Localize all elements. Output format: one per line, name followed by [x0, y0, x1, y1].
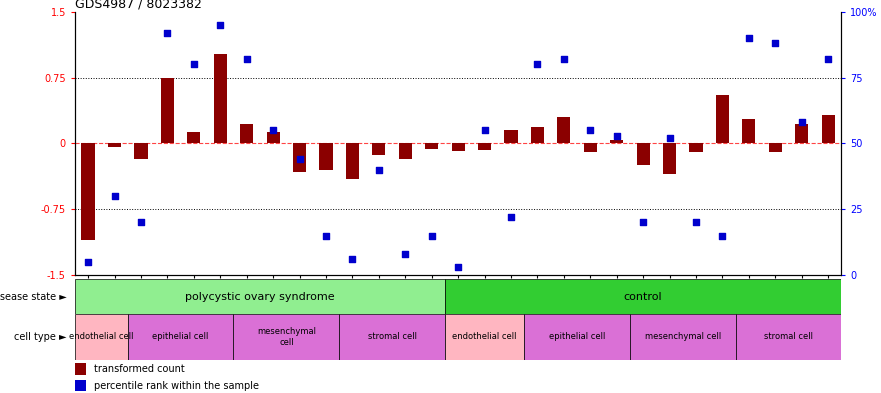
- Bar: [742, 119, 756, 143]
- Bar: [108, 143, 122, 147]
- Bar: [715, 95, 729, 143]
- Bar: [426, 143, 439, 149]
- Bar: [583, 143, 597, 152]
- Point: [663, 135, 677, 141]
- Point: [213, 22, 227, 28]
- Point: [134, 219, 148, 226]
- Text: transformed count: transformed count: [94, 364, 185, 374]
- Point: [530, 61, 544, 68]
- Point: [240, 56, 254, 62]
- Point: [266, 127, 280, 133]
- Bar: [530, 127, 544, 143]
- Bar: [75, 314, 128, 360]
- Bar: [445, 314, 524, 360]
- Bar: [768, 143, 782, 152]
- Point: [398, 251, 412, 257]
- Text: epithelial cell: epithelial cell: [549, 332, 605, 342]
- Bar: [319, 143, 332, 170]
- Bar: [445, 279, 841, 314]
- Bar: [214, 54, 227, 143]
- Bar: [690, 143, 703, 152]
- Point: [319, 232, 333, 239]
- Bar: [135, 143, 148, 159]
- Text: endothelial cell: endothelial cell: [452, 332, 517, 342]
- Bar: [161, 78, 174, 143]
- Point: [451, 264, 465, 270]
- Bar: [75, 279, 445, 314]
- Point: [478, 127, 492, 133]
- Text: disease state ►: disease state ►: [0, 292, 67, 302]
- Point: [345, 256, 359, 263]
- Bar: [128, 314, 233, 360]
- Text: epithelial cell: epithelial cell: [152, 332, 209, 342]
- Bar: [452, 143, 465, 151]
- Bar: [504, 130, 517, 143]
- Bar: [630, 314, 736, 360]
- Bar: [75, 380, 86, 391]
- Point: [715, 232, 729, 239]
- Point: [107, 193, 122, 199]
- Text: polycystic ovary syndrome: polycystic ovary syndrome: [185, 292, 335, 302]
- Point: [583, 127, 597, 133]
- Bar: [557, 117, 571, 143]
- Bar: [795, 124, 809, 143]
- Text: control: control: [624, 292, 663, 302]
- Text: mesenchymal cell: mesenchymal cell: [645, 332, 721, 342]
- Point: [557, 56, 571, 62]
- Point: [610, 132, 624, 139]
- Bar: [339, 314, 445, 360]
- Point: [187, 61, 201, 68]
- Bar: [187, 132, 201, 143]
- Bar: [821, 116, 835, 143]
- Bar: [736, 314, 841, 360]
- Point: [160, 30, 174, 36]
- Bar: [610, 140, 624, 143]
- Bar: [292, 143, 307, 171]
- Point: [821, 56, 835, 62]
- Point: [768, 40, 782, 46]
- Bar: [233, 314, 339, 360]
- Bar: [478, 143, 492, 150]
- Bar: [240, 124, 254, 143]
- Point: [372, 167, 386, 173]
- Bar: [345, 143, 359, 178]
- Point: [81, 259, 95, 265]
- Text: percentile rank within the sample: percentile rank within the sample: [94, 381, 259, 391]
- Point: [636, 219, 650, 226]
- Point: [742, 35, 756, 41]
- Text: stromal cell: stromal cell: [764, 332, 813, 342]
- Point: [425, 232, 439, 239]
- Bar: [398, 143, 411, 159]
- Bar: [663, 143, 677, 174]
- Bar: [636, 143, 650, 165]
- Bar: [524, 314, 630, 360]
- Point: [504, 214, 518, 220]
- Bar: [81, 143, 95, 240]
- Bar: [75, 363, 86, 375]
- Text: stromal cell: stromal cell: [367, 332, 417, 342]
- Text: GDS4987 / 8023382: GDS4987 / 8023382: [75, 0, 202, 11]
- Point: [292, 156, 307, 162]
- Bar: [266, 132, 279, 143]
- Text: endothelial cell: endothelial cell: [69, 332, 134, 342]
- Text: cell type ►: cell type ►: [14, 332, 67, 342]
- Point: [795, 119, 809, 125]
- Point: [689, 219, 703, 226]
- Bar: [373, 143, 386, 155]
- Text: mesenchymal
cell: mesenchymal cell: [257, 327, 315, 347]
